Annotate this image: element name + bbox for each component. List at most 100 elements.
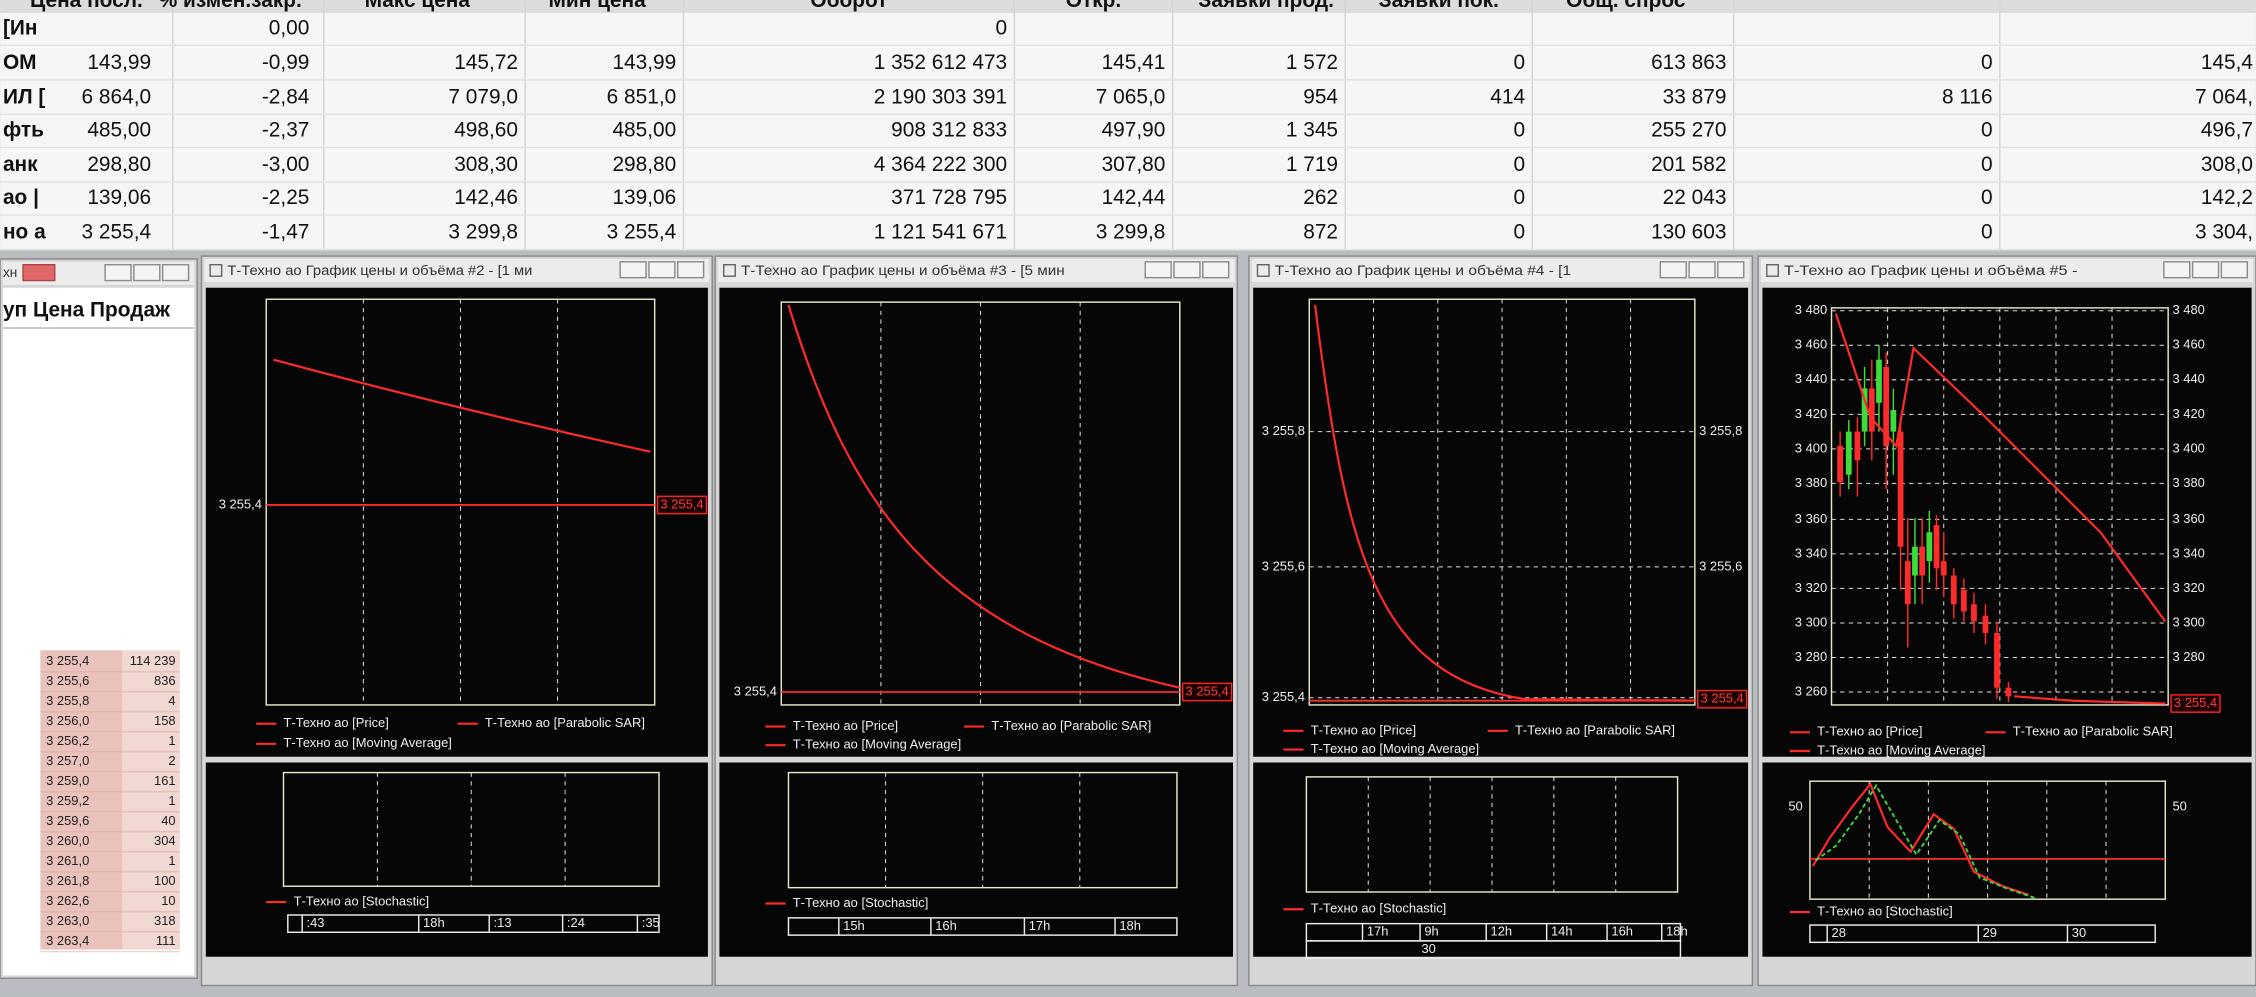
legend-label: Т-Техно ао [Moving Average] — [283, 735, 451, 750]
table-cell: 4 364 222 300 — [874, 153, 1007, 176]
table-cell: [Ин — [3, 16, 38, 39]
table-cell: 308,30 — [454, 153, 518, 176]
indicator-line — [273, 358, 651, 453]
price-label: 3 300 — [1795, 614, 1827, 629]
table-cell: 497,90 — [1102, 118, 1166, 141]
price-label: 3 255,8 — [1699, 423, 1742, 438]
time-label: 30 — [1421, 941, 1435, 956]
table-cell: 0 — [1981, 153, 1993, 176]
chart-body — [1762, 287, 2252, 757]
table-cell: 0 — [1981, 51, 1993, 74]
table-cell: 7 079,0 — [448, 85, 518, 108]
close-button[interactable] — [2220, 261, 2249, 279]
maximize-button[interactable] — [2191, 261, 2220, 279]
table-cell: 0 — [1513, 118, 1525, 141]
close-button[interactable] — [676, 261, 705, 279]
chart-body — [719, 287, 1234, 757]
legend-label: Т-Техно ао [Price] — [283, 715, 388, 730]
minimize-button[interactable] — [619, 261, 647, 279]
time-label: 12h — [1491, 924, 1513, 939]
time-label: 17h — [1367, 924, 1389, 939]
order-price: 3 255,8 — [46, 693, 89, 708]
price-label: 3 255,4 — [1262, 689, 1305, 704]
table-cell: 0 — [1513, 221, 1525, 244]
title-bar — [717, 258, 1235, 282]
price-label: 3 420 — [2172, 406, 2204, 421]
time-label: 18h — [423, 915, 445, 930]
price-label: 3 480 — [1795, 302, 1827, 317]
order-price: 3 262,6 — [46, 893, 89, 908]
maximize-button[interactable] — [1688, 261, 1716, 279]
minimize-button[interactable] — [1144, 261, 1172, 279]
table-cell: 414 — [1490, 85, 1525, 108]
table-cell: 0 — [996, 16, 1008, 39]
candle-body — [1868, 388, 1875, 432]
window-title: Т-Техно ао График цены и объёма #5 - — [1784, 263, 2077, 278]
title-bar — [1251, 258, 1750, 282]
column-header: Макс цена — [365, 0, 471, 12]
order-price: 3 256,0 — [46, 713, 89, 728]
table-cell: 7 064, — [2195, 85, 2253, 108]
order-price: 3 259,2 — [46, 793, 89, 808]
order-volume: 304 — [154, 833, 176, 848]
time-label: :43 — [307, 915, 325, 930]
table-cell: -0,99 — [262, 51, 310, 74]
candle-body — [1904, 561, 1911, 605]
minimize-button[interactable] — [2163, 261, 2191, 279]
table-cell: 130 603 — [1651, 221, 1726, 244]
last-price-marker — [656, 495, 708, 515]
table-cell: 872 — [1303, 221, 1338, 244]
table-cell: 145,72 — [454, 51, 518, 74]
price-label: 3 380 — [2172, 475, 2204, 490]
column-header: Заявки пок. — [1379, 0, 1499, 12]
window-title: Т-Техно ао График цены и объёма #4 - [1 — [1275, 263, 1571, 278]
stochastic-signal — [1815, 783, 2035, 899]
table-cell: 6 864,0 — [82, 85, 152, 108]
candle-body — [1912, 546, 1918, 576]
quotes-header-bg — [0, 0, 2256, 13]
order-volume: 2 — [168, 753, 175, 768]
window-title: Т-Техно ао График цены и объёма #3 - [5 … — [741, 263, 1065, 278]
table-cell: 908 312 833 — [891, 118, 1007, 141]
close-button[interactable] — [161, 263, 190, 282]
order-volume: 1 — [168, 853, 175, 868]
close-button[interactable] — [1717, 261, 1745, 279]
chart-body — [205, 287, 708, 757]
maximize-button[interactable] — [648, 261, 676, 279]
candle-body — [1876, 359, 1882, 403]
table-cell: ао | — [3, 186, 39, 209]
time-label: :24 — [567, 915, 585, 930]
price-label: 3 400 — [2172, 440, 2204, 455]
price-label: 3 360 — [1795, 511, 1827, 526]
order-book-header: уп Цена Продаж — [3, 298, 170, 321]
order-price: 3 263,4 — [46, 933, 89, 948]
time-label: 29 — [1983, 925, 1997, 940]
volume-column — [122, 650, 180, 950]
window-icon — [1766, 263, 1779, 277]
close-button[interactable] — [1202, 261, 1230, 279]
stochastic-body — [719, 762, 1234, 957]
link-button[interactable] — [22, 263, 56, 282]
table-cell: 0 — [1981, 221, 1993, 244]
table-cell: 1 572 — [1286, 51, 1338, 74]
title-bar — [1761, 258, 2254, 282]
minimize-button[interactable] — [1659, 261, 1687, 279]
quotes-table-bg — [0, 0, 2256, 251]
order-price: 3 255,6 — [46, 673, 89, 688]
candle-body — [2005, 687, 2012, 697]
stochastic-body — [205, 762, 708, 957]
table-cell: 8 116 — [1942, 85, 1993, 108]
table-cell: 143,99 — [612, 51, 676, 74]
order-volume: 318 — [154, 913, 176, 928]
price-label: 3 340 — [1795, 545, 1827, 560]
order-volume: 40 — [161, 813, 175, 828]
legend-label: Т-Техно ао [Stochastic] — [793, 895, 929, 910]
minimize-button[interactable] — [104, 263, 132, 282]
maximize-button[interactable] — [1173, 261, 1201, 279]
order-volume: 158 — [154, 713, 176, 728]
indicator-line — [1313, 304, 1695, 702]
indicator-line — [787, 304, 1181, 689]
maximize-button[interactable] — [133, 263, 161, 282]
candle-body — [1940, 561, 1947, 576]
